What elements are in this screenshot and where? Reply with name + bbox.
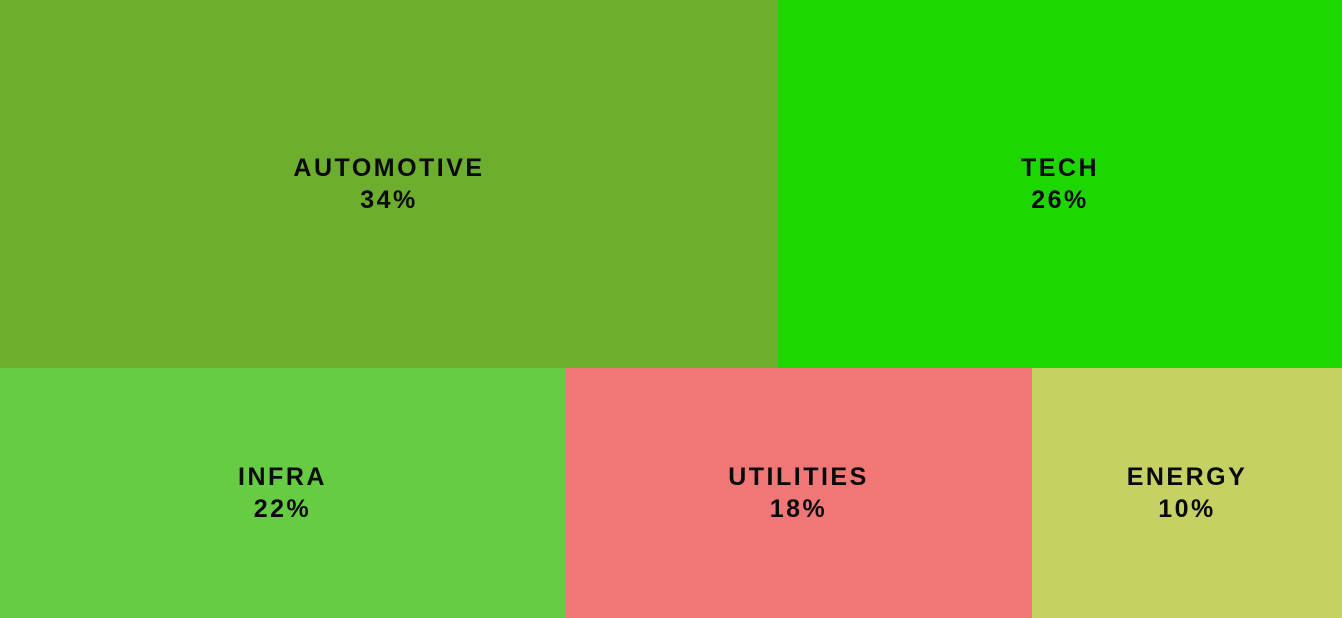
tile-value: 18% bbox=[769, 495, 828, 523]
tile-energy: ENERGY 10% bbox=[1032, 368, 1342, 618]
tile-label: UTILITIES bbox=[728, 463, 869, 491]
tile-value: 10% bbox=[1158, 495, 1216, 523]
tile-value: 34% bbox=[360, 186, 418, 214]
tile-utilities: UTILITIES 18% bbox=[565, 368, 1032, 618]
tile-value: 26% bbox=[1031, 186, 1089, 214]
tile-label: INFRA bbox=[238, 463, 327, 491]
tile-label: TECH bbox=[1020, 154, 1100, 182]
tile-tech: TECH 26% bbox=[778, 0, 1342, 368]
tile-label: AUTOMOTIVE bbox=[293, 154, 485, 182]
tile-automotive: AUTOMOTIVE 34% bbox=[0, 0, 778, 368]
tile-label: ENERGY bbox=[1126, 463, 1248, 491]
tile-value: 22% bbox=[253, 495, 312, 523]
tile-infra: INFRA 22% bbox=[0, 368, 565, 618]
